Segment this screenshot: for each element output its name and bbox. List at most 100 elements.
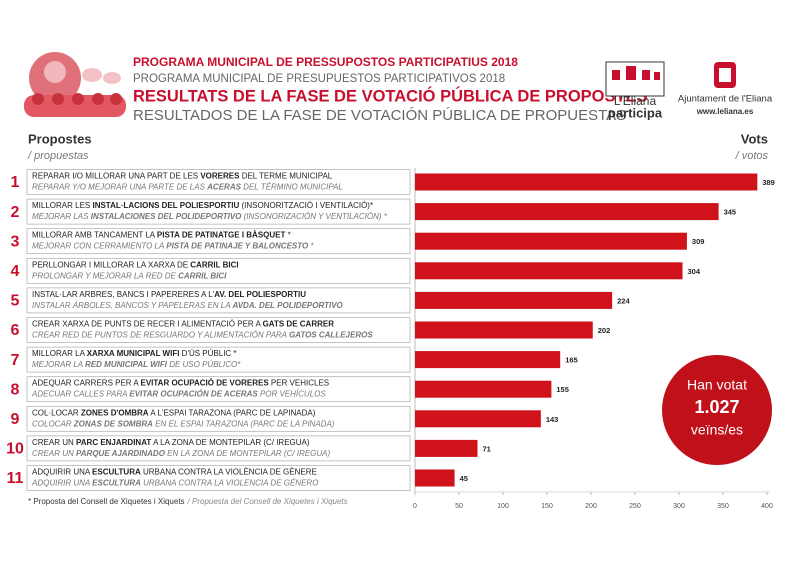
bar-value-label: 345 — [724, 208, 737, 217]
proposal-highlight: AVDA. DEL POLIDEPORTIVO — [232, 301, 344, 310]
proposal-segment: MEJORAR LA — [32, 360, 85, 369]
proposal-number: 8 — [11, 381, 20, 398]
proposal-number: 11 — [7, 470, 24, 487]
x-tick-label: 400 — [761, 503, 773, 510]
x-tick-label: 50 — [455, 503, 463, 510]
proposal-text-es: ADQUIRIR UNA ESCULTURA URBANA CONTRA LA … — [31, 479, 318, 488]
proposal-highlight: ESCULTURA — [92, 479, 141, 488]
proposal-box — [26, 405, 411, 432]
proposal-box — [26, 376, 411, 403]
ajuntament-name: Ajuntament de l'Eliana — [678, 94, 773, 105]
proposal-text-ca: MILLORAR LES INSTAL·LACIONS DEL POLIESPO… — [32, 201, 373, 210]
proposal-segment: DE USO PÚBLICO* — [167, 360, 241, 369]
proposal-text-ca: CREAR XARXA DE PUNTS DE RECER I ALIMENTA… — [32, 320, 334, 329]
proposal-number: 4 — [11, 263, 20, 280]
proposal-segment: POR VEHÍCULOS — [258, 390, 327, 399]
proposal-segment: DEL TÉRMINO MUNICIPAL — [241, 183, 343, 192]
proposal-segment: MILLORAR LA — [32, 349, 87, 358]
proposal-highlight: RED MUNICIPAL WIFI — [85, 360, 168, 369]
proposal-highlight: ZONAS DE SOMBRA — [73, 419, 153, 428]
proposal-number: 1 — [11, 174, 20, 191]
proposal-text-es: COLOCAR ZONAS DE SOMBRA EN EL ESPAI TARA… — [32, 419, 335, 428]
proposal-text-ca: REPARAR I/O MILLORAR UNA PART DE LES VOR… — [32, 172, 333, 181]
bar-value-label: 224 — [617, 296, 630, 305]
proposal-text-es: REPARAR Y/O MEJORAR UNA PARTE DE LAS ACE… — [32, 183, 343, 192]
proposal-text-es: INSTALAR ÁRBOLES, BANCOS Y PAPELERAS EN … — [32, 301, 344, 310]
proposal-segment: MILLORAR LES — [32, 201, 92, 210]
summary-line1: Han votat — [687, 377, 747, 393]
proposal-highlight: INSTALACIONES DEL POLIDEPORTIVO — [91, 212, 242, 221]
proposal-segment: INSTALAR ÁRBOLES, BANCOS Y PAPELERAS EN … — [32, 301, 233, 310]
proposal-segment: EN EL ESPAI TARAZONA (PARC DE LA PINADA) — [153, 419, 335, 428]
proposals-heading: Propostes — [28, 131, 92, 146]
votes-heading-es: / votos — [735, 150, 769, 162]
proposal-text-es: MEJORAR LA RED MUNICIPAL WIFI DE USO PÚB… — [32, 360, 241, 369]
proposal-number: 10 — [6, 441, 24, 458]
proposal-box — [26, 287, 411, 314]
footnote: * Proposta del Consell de Xiquetes i Xiq… — [28, 497, 348, 506]
bar — [415, 262, 683, 280]
proposal-number: 2 — [11, 204, 20, 221]
bar-value-label: 202 — [598, 326, 611, 335]
proposal-text-es: CREAR UN PARQUE AJARDINADO EN LA ZONA DE… — [32, 449, 330, 458]
proposal-segment: ADEQUAR CARRERS PER A — [32, 379, 140, 388]
proposal-highlight: PARQUE AJARDINADO — [76, 449, 166, 458]
proposal-text-ca: INSTAL·LAR ARBRES, BANCS I PAPERERES A L… — [32, 290, 306, 299]
bar — [415, 173, 758, 191]
proposal-text-es: MEJORAR CON CERRAMIENTO LA PISTA DE PATI… — [32, 242, 314, 251]
bar — [415, 439, 478, 457]
proposal-box — [26, 257, 411, 284]
proposal-text-ca: ADEQUAR CARRERS PER A EVITAR OCUPACIÓ DE… — [32, 379, 329, 388]
proposal-segment: REPARAR I/O MILLORAR UNA PART DE LES — [32, 172, 200, 181]
proposal-box — [26, 435, 411, 462]
bar-value-label: 71 — [482, 444, 490, 453]
proposal-number: 7 — [11, 352, 20, 369]
bar — [415, 351, 561, 369]
proposal-segment: ADQUIRIR UNA — [32, 468, 92, 477]
bar — [415, 469, 455, 487]
proposal-segment: PERLLONGAR I MILLORAR LA XARXA DE — [32, 260, 190, 269]
participa-logo: L'Eliana participa — [605, 61, 665, 120]
proposal-segment: (INSONORITZACIÓ I VENTILACIÓ)* — [239, 201, 373, 210]
proposal-segment: COL·LOCAR — [32, 408, 81, 417]
proposal-highlight: PARC ENJARDINAT — [76, 438, 151, 447]
proposal-text-es: ADECUAR CALLES PARA EVITAR OCUPACIÓN DE … — [31, 390, 326, 399]
x-tick-label: 350 — [717, 503, 729, 510]
proposal-segment: PROLONGAR Y MEJORAR LA RED DE — [32, 271, 178, 280]
proposal-segment: A LA ZONA DE MONTEPILAR (C/ IREGUA) — [151, 438, 310, 447]
participa-name: L'Eliana — [614, 94, 657, 108]
x-tick-label: 150 — [541, 503, 553, 510]
proposal-segment: ADQUIRIR UNA — [31, 479, 92, 488]
proposal-highlight: ZONES D'OMBRA — [81, 408, 149, 417]
proposal-segment: EN LA ZONA DE MONTEPILAR (C/ IREGUA) — [165, 449, 331, 458]
proposal-segment: DEL TERME MUNICIPAL — [239, 172, 332, 181]
bar-value-label: 155 — [556, 385, 569, 394]
proposal-segment: CREAR RED DE PUNTOS DE RESGUARDO Y ALIME… — [32, 331, 289, 340]
proposal-highlight: INSTAL·LACIONS DEL POLIESPORTIU — [92, 201, 239, 210]
proposal-number: 6 — [11, 322, 20, 339]
proposal-segment: REPARAR Y/O MEJORAR UNA PARTE DE LAS — [32, 183, 207, 192]
proposal-segment: PER VEHICLES — [269, 379, 329, 388]
proposal-highlight: CARRIL BICI — [178, 271, 227, 280]
bar — [415, 410, 541, 428]
proposal-text-es: CREAR RED DE PUNTOS DE RESGUARDO Y ALIME… — [32, 331, 373, 340]
summary-circle — [662, 355, 772, 465]
x-tick-label: 200 — [585, 503, 597, 510]
proposal-box — [26, 317, 411, 343]
proposal-segment: URBANA CONTRA LA VIOLÈNCIA DE GÈNERE — [141, 468, 317, 477]
proposal-segment: CREAR UN — [32, 438, 76, 447]
participa-word: participa — [608, 105, 663, 120]
proposal-text-ca: CREAR UN PARC ENJARDINAT A LA ZONA DE MO… — [32, 438, 310, 447]
proposal-highlight: GATOS CALLEJEROS — [289, 331, 373, 340]
proposal-segment: ADECUAR CALLES PARA — [31, 390, 129, 399]
footnote-ca: * Proposta del Consell de Xiquetes i Xiq… — [28, 497, 185, 506]
proposal-text-ca: MILLORAR LA XARXA MUNICIPAL WIFI D'ÚS PÚ… — [32, 349, 237, 358]
proposal-segment: MILLORAR AMB TANCAMENT LA — [32, 231, 157, 240]
proposal-segment: * — [308, 242, 314, 251]
x-tick-label: 250 — [629, 503, 641, 510]
proposal-segment: A L'ESPAI TARAZONA (PARC DE LAPINADA) — [149, 408, 316, 417]
summary-total: 1.027 — [694, 397, 739, 417]
proposal-highlight: ESCULTURA — [92, 468, 141, 477]
proposal-highlight: PISTA DE PATINATGE I BÀSQUET — [157, 231, 286, 240]
votes-heading: Vots — [741, 131, 768, 146]
